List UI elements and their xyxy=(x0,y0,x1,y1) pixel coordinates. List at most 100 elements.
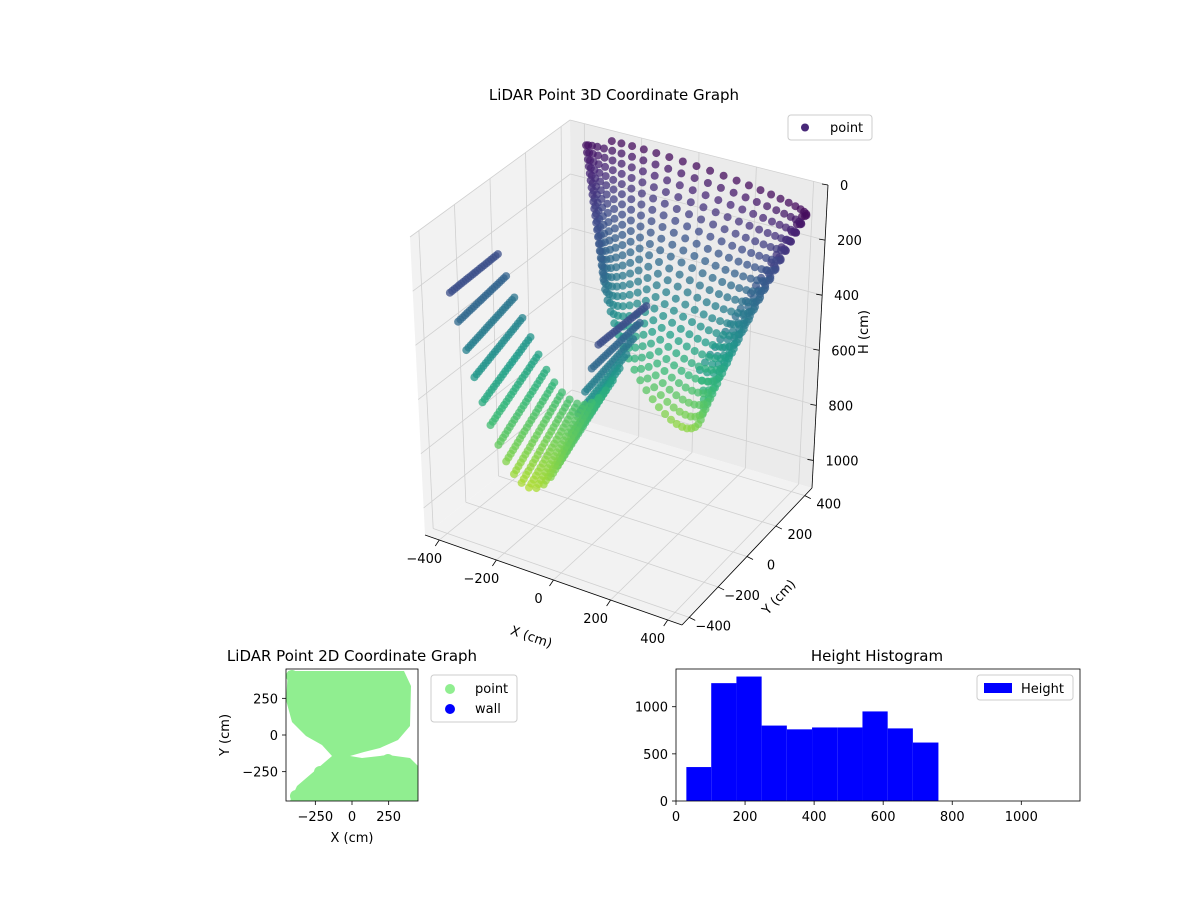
point-marker xyxy=(642,386,651,395)
y-axis-label-2d: Y (cm) xyxy=(218,714,233,757)
ticks-3d: −400 −200 0 200 400 −400 −200 0 200 400 0 200 400 600… xyxy=(406,179,862,647)
point-marker xyxy=(607,137,616,146)
x-tick-label: 0 xyxy=(672,810,680,825)
histogram-bar xyxy=(812,727,838,801)
point-marker xyxy=(738,297,747,306)
point-marker xyxy=(602,181,611,190)
x-tick-label: −200 xyxy=(464,572,500,587)
point-marker xyxy=(609,175,618,184)
pane-back xyxy=(570,120,828,488)
point-marker xyxy=(671,216,680,225)
point-marker xyxy=(599,275,608,284)
point-marker xyxy=(634,277,643,286)
point-marker xyxy=(628,152,636,161)
point-marker xyxy=(589,197,598,206)
point-marker xyxy=(701,257,710,266)
point-marker xyxy=(594,394,603,402)
point-marker xyxy=(732,176,741,185)
point-marker xyxy=(726,200,735,209)
point-marker xyxy=(672,420,681,428)
point-marker xyxy=(695,281,704,290)
y-tick-label: 400 xyxy=(816,498,841,513)
point-marker xyxy=(650,171,659,180)
point-marker xyxy=(678,157,687,166)
point-marker xyxy=(651,371,660,380)
point-marker xyxy=(683,222,692,231)
legend-histogram-label: Height xyxy=(1021,682,1064,697)
point-marker xyxy=(745,221,754,230)
point-marker xyxy=(701,364,710,373)
point-marker xyxy=(609,195,618,204)
point-marker xyxy=(656,335,665,344)
point-marker xyxy=(719,305,728,314)
point-dot xyxy=(314,766,326,778)
chart-3d: LiDAR Point 3D Coordinate Graph −400 −200… xyxy=(406,86,873,652)
point-marker xyxy=(734,257,743,266)
point-marker xyxy=(714,290,723,299)
point-marker xyxy=(672,349,681,358)
point-marker xyxy=(639,330,648,339)
point-marker xyxy=(687,359,696,368)
point-marker xyxy=(600,153,609,162)
y-tick-mark xyxy=(689,617,696,621)
x-tick-label: 200 xyxy=(583,612,608,627)
point-marker xyxy=(608,156,617,165)
point-marker xyxy=(734,217,743,226)
x-tick-label: 200 xyxy=(733,810,758,825)
grid-line xyxy=(798,181,815,485)
point-marker xyxy=(729,188,738,197)
point-marker xyxy=(626,227,635,236)
histogram-bar xyxy=(912,742,939,801)
point-marker xyxy=(733,308,742,317)
point-dot xyxy=(290,790,302,801)
point-marker xyxy=(744,298,752,307)
y-tick-label: 1000 xyxy=(635,701,668,716)
point-marker xyxy=(749,209,758,218)
x-axis-label-3d: X (cm) xyxy=(508,624,554,652)
x-tick-mark xyxy=(549,579,554,587)
point-marker xyxy=(720,225,729,234)
point-marker xyxy=(610,214,619,223)
point-marker xyxy=(656,391,665,400)
legend-histogram-swatch xyxy=(984,683,1012,693)
point-marker xyxy=(657,234,666,243)
point-marker xyxy=(659,211,668,220)
z-tick-label: 1000 xyxy=(825,454,858,469)
point-marker xyxy=(635,255,644,264)
point-marker xyxy=(705,352,713,361)
x-tick-label: 0 xyxy=(348,810,356,825)
point-marker xyxy=(650,383,659,392)
point-marker xyxy=(671,294,680,303)
point-marker xyxy=(707,365,716,374)
point-marker xyxy=(626,237,635,246)
point-marker xyxy=(692,162,701,171)
grid-line xyxy=(560,126,565,424)
point-marker xyxy=(715,342,724,351)
point-marker xyxy=(618,281,627,290)
x-tick-label: −400 xyxy=(406,552,442,567)
point-marker xyxy=(558,388,566,397)
point-marker xyxy=(600,144,608,153)
grid-line xyxy=(569,119,829,186)
point-marker xyxy=(648,205,657,214)
point-marker xyxy=(741,193,750,202)
point-marker xyxy=(682,342,691,351)
y-tick-mark xyxy=(746,556,754,560)
point-marker xyxy=(711,302,720,311)
point-marker xyxy=(692,239,701,248)
point-marker xyxy=(648,395,657,404)
point-marker xyxy=(746,274,755,283)
point-marker xyxy=(667,373,676,382)
point-marker xyxy=(583,155,592,164)
point-marker xyxy=(635,318,644,327)
point-marker xyxy=(639,156,648,165)
point-marker xyxy=(654,403,663,412)
point-marker xyxy=(685,276,694,285)
point-marker xyxy=(618,210,627,219)
point-marker xyxy=(670,361,679,370)
point-marker xyxy=(759,213,768,222)
point-marker xyxy=(598,268,607,277)
point-marker xyxy=(686,198,695,207)
point-marker xyxy=(645,240,654,248)
legend-2d-point-label: point xyxy=(475,682,508,697)
